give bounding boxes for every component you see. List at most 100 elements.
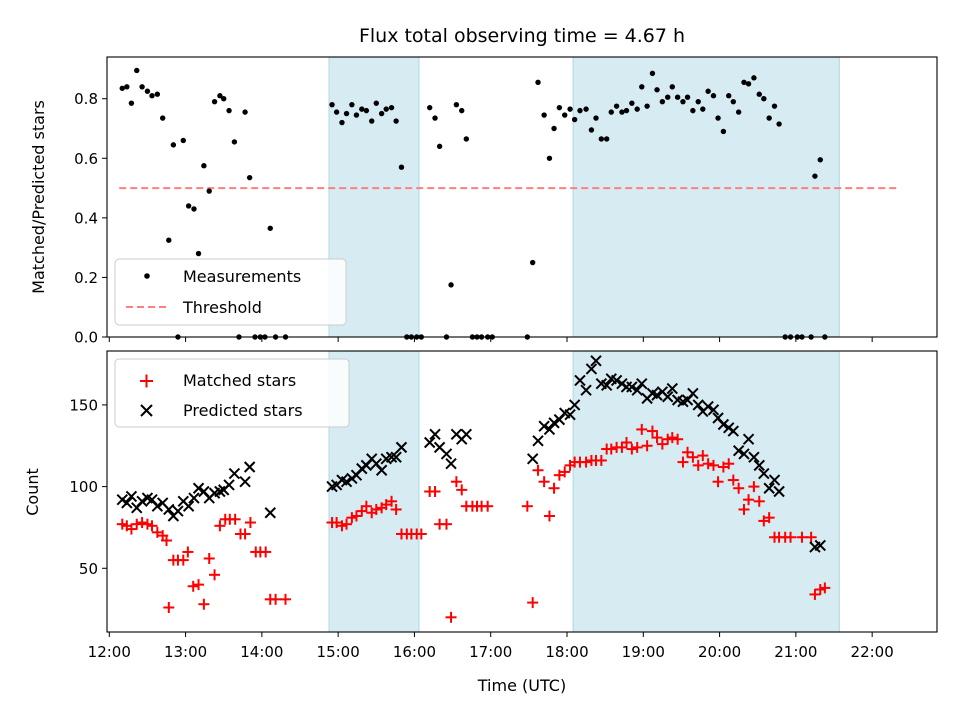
predicted-star-point: [136, 495, 148, 508]
matched-star-point: [538, 476, 550, 488]
measurement-point: [680, 98, 686, 105]
top-axes-frame: [106, 56, 938, 338]
bottom-ylabel: Count: [23, 468, 42, 516]
measurement-point: [776, 121, 782, 127]
predicted-star-point: [395, 441, 408, 454]
measurement-point: [339, 119, 345, 126]
matched-star-point: [656, 438, 668, 450]
predicted-star-point: [125, 490, 138, 503]
measurement-point: [231, 139, 238, 145]
matched-star-point: [738, 503, 750, 515]
bottom-legend: Matched stars Predicted stars: [114, 358, 350, 428]
predicted-star-point: [707, 404, 720, 416]
measurement-point: [629, 100, 635, 106]
matched-star-point: [733, 482, 745, 494]
measurement-point: [144, 88, 151, 94]
measurement-point: [166, 237, 172, 243]
bottom-panel: 50 100 150 12:00 13:00 14:00 15:00 16:00 17:00 1…: [23, 350, 938, 661]
matched-star-point: [390, 503, 402, 515]
matched-star-point: [819, 582, 831, 594]
matched-star-point: [440, 518, 452, 530]
matched-star-point: [146, 520, 158, 532]
y-tick-label: 0.4: [74, 209, 98, 227]
predicted-star-point: [692, 399, 704, 411]
predicted-star-point: [423, 436, 436, 449]
measurement-point: [598, 136, 605, 142]
measurement-point: [211, 98, 218, 105]
measurement-point: [393, 118, 399, 124]
x-axis-label: Time (UTC): [477, 676, 566, 695]
measurement-point: [119, 85, 125, 91]
measurement-point: [705, 88, 711, 94]
matched-star-point: [548, 482, 560, 494]
predicted-star-point: [121, 497, 133, 509]
predicted-star-point: [717, 418, 730, 431]
matched-star-point: [341, 518, 353, 530]
matched-star-point: [136, 517, 148, 529]
measurement-point: [343, 110, 350, 117]
x-tick-label: 19:00: [622, 643, 665, 661]
measurement-point: [453, 101, 460, 108]
measurement-point: [745, 81, 752, 87]
measurement-point: [623, 107, 630, 114]
measurement-point: [201, 163, 207, 169]
measurement-point: [246, 174, 253, 181]
matched-star-point: [687, 451, 699, 463]
x-tick-label: 14:00: [240, 643, 283, 661]
matched-star-point: [677, 456, 689, 468]
measurement-point: [124, 84, 130, 90]
measurement-point: [726, 93, 732, 99]
measurement-point: [185, 203, 192, 209]
predicted-star-point: [151, 500, 164, 512]
predicted-star-point: [662, 391, 674, 403]
matched-star-point: [595, 454, 607, 466]
x-tick-label: 20:00: [698, 643, 741, 661]
predicted-star-point: [390, 451, 402, 463]
matched-star-point: [163, 601, 175, 613]
matched-star-point: [482, 500, 494, 512]
predicted-star-point: [375, 464, 388, 476]
predicted-star-point: [172, 505, 184, 517]
measurement-point: [577, 107, 583, 114]
measurement-point: [710, 93, 717, 99]
x-tick-label: 16:00: [393, 643, 436, 661]
matched-star-point: [161, 535, 173, 547]
measurement-point: [221, 96, 227, 102]
measurement-point: [139, 84, 145, 90]
measurement-point: [529, 259, 536, 266]
predicted-star-point: [228, 467, 241, 480]
matched-star-point: [641, 440, 653, 452]
y-tick-label: 50: [79, 560, 98, 578]
predicted-star-point: [738, 448, 750, 460]
matched-star-point: [580, 456, 592, 468]
measurement-point: [735, 109, 742, 115]
matched-star-point: [193, 579, 205, 591]
matched-star-point: [621, 436, 633, 448]
measurement-point: [690, 107, 696, 114]
predicted-star-point: [440, 448, 453, 460]
measurement-point: [588, 127, 595, 133]
measurement-point: [349, 101, 355, 108]
x-tick-label: 17:00: [469, 643, 512, 661]
predicted-star-point: [445, 458, 457, 470]
legend-predicted-label: Predicted stars: [183, 401, 303, 420]
predicted-star-point: [651, 389, 663, 401]
measurement-point: [608, 109, 614, 115]
measurement-point: [730, 98, 737, 105]
measurement-point: [426, 104, 433, 111]
predicted-star-point: [636, 377, 648, 390]
matched-star-point: [125, 523, 137, 535]
predicted-star-point: [385, 451, 398, 463]
predicted-star-point: [243, 461, 256, 473]
predicted-star-point: [773, 485, 785, 498]
x-tick-label: 12:00: [88, 643, 131, 661]
predicted-star-point: [264, 507, 276, 519]
measurement-point: [567, 106, 573, 112]
x-tick-label: 18:00: [545, 643, 588, 661]
matched-star-point: [682, 446, 694, 458]
matched-star-point: [692, 459, 704, 471]
matched-star-point: [805, 531, 817, 543]
measurement-point: [353, 112, 360, 118]
predicted-star-point: [687, 387, 699, 400]
matched-star-point: [723, 458, 735, 470]
